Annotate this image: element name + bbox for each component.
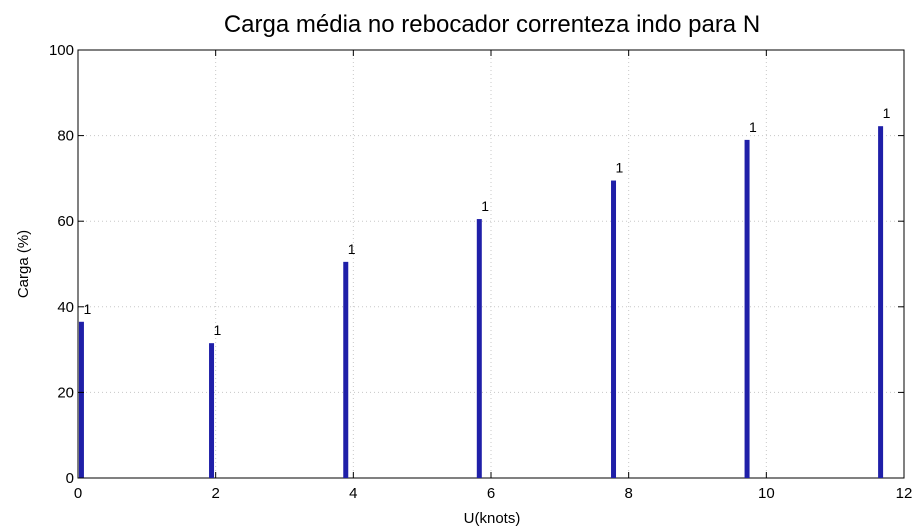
data-labels: 1 1 1 1 1 1 1 [83, 105, 890, 338]
bar-data-label: 1 [348, 241, 356, 257]
bar-data-label: 1 [214, 322, 222, 338]
x-axis-label: U(knots) [464, 510, 521, 526]
y-axis-label: Carga (%) [15, 230, 32, 298]
y-tick-label: 100 [49, 42, 74, 59]
x-tick-label: 0 [74, 485, 82, 502]
bar-data-label: 1 [83, 301, 91, 317]
bar-data-label: 1 [749, 119, 757, 135]
y-tick-label: 40 [57, 299, 74, 316]
bar [78, 321, 84, 478]
x-tick-label: 8 [624, 485, 632, 502]
bar [744, 139, 750, 478]
y-tick-label: 0 [66, 470, 74, 487]
bar [476, 219, 482, 478]
y-tick-label: 20 [57, 384, 74, 401]
bar-data-label: 1 [883, 105, 891, 121]
bar [343, 261, 349, 478]
y-tick-label: 80 [57, 128, 74, 145]
bar [209, 343, 215, 478]
x-tick-label: 2 [211, 485, 219, 502]
bar [611, 180, 617, 479]
bar-data-label: 1 [481, 198, 489, 214]
y-tick-label: 60 [57, 213, 74, 230]
x-tick-label: 6 [487, 485, 495, 502]
grid [78, 50, 904, 478]
x-tick-label: 10 [758, 485, 775, 502]
bar [878, 126, 884, 479]
axis-ticks: 0 2 4 6 8 10 12 0 20 40 60 80 100 [49, 42, 912, 502]
x-tick-label: 4 [349, 485, 357, 502]
bar-data-label: 1 [616, 160, 624, 176]
chart-title: Carga média no rebocador correnteza indo… [224, 11, 760, 38]
x-tick-label: 12 [896, 485, 913, 502]
bars [78, 126, 884, 479]
